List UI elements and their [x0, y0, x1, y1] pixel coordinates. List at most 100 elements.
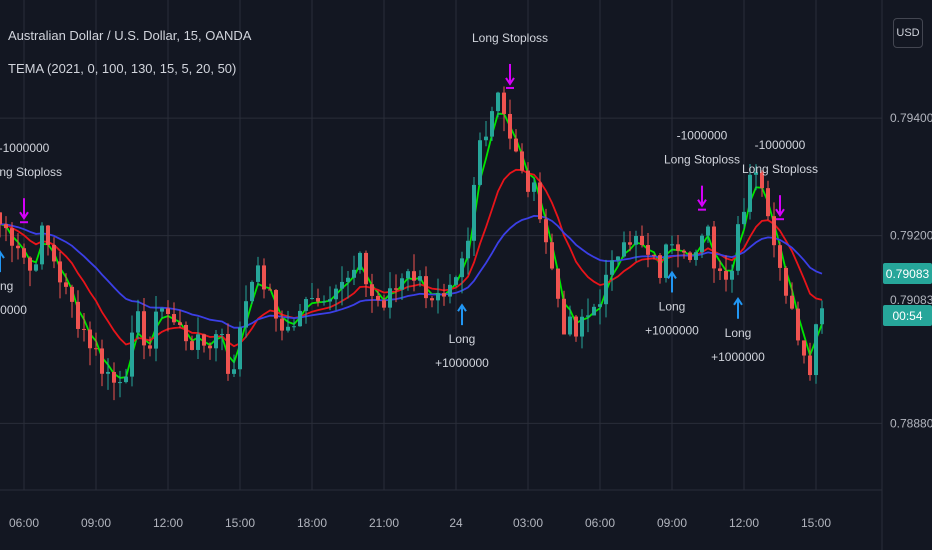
candle-body: [382, 300, 386, 308]
long-entry-label: Long: [659, 299, 686, 313]
candle-body: [442, 293, 446, 297]
candle-body: [346, 277, 350, 282]
candle-body: [802, 340, 806, 356]
time-tick-label: 03:00: [513, 516, 543, 530]
time-axis[interactable]: 06:00 09:00 12:00 15:00 18:00 21:00 24 03:00 06:…: [9, 516, 831, 530]
candle-body: [646, 245, 650, 255]
time-tick-label: 24: [449, 516, 463, 530]
price-tick-label: 0.79083: [890, 293, 932, 307]
candle-body: [154, 311, 158, 349]
candle-body: [628, 242, 632, 245]
candle-body: [364, 252, 368, 285]
candle-body: [358, 252, 362, 270]
candle-body: [64, 282, 68, 287]
stoploss-arrow-head: [505, 77, 515, 86]
candle-body: [730, 270, 734, 280]
candle-body: [682, 250, 686, 253]
candle-body: [454, 277, 458, 285]
currency-button[interactable]: USD: [893, 18, 923, 48]
candle-body: [514, 138, 518, 152]
candle-body: [670, 244, 674, 246]
time-tick-label: 06:00: [585, 516, 615, 530]
candle-body: [94, 348, 98, 350]
long-entry-label: +1000000: [645, 323, 699, 337]
stoploss-label: Long Stoploss: [742, 162, 818, 176]
candle-body: [424, 276, 428, 299]
indicator-legend[interactable]: TEMA (2021, 0, 100, 130, 15, 5, 20, 50): [8, 61, 237, 76]
long-entry-label: +1000000: [0, 303, 27, 317]
candle-body: [28, 257, 32, 271]
long-entry-label: +1000000: [435, 356, 489, 370]
candle-body: [736, 224, 740, 271]
long-entry-label: Long: [449, 332, 476, 346]
time-tick-label: 21:00: [369, 516, 399, 530]
candle-body: [538, 182, 542, 220]
candle-body: [622, 242, 626, 257]
candle-body: [706, 226, 710, 236]
candle-body: [328, 299, 332, 302]
stoploss-label: -1000000: [755, 138, 806, 152]
candle-body: [718, 268, 722, 271]
candle-body: [34, 264, 38, 271]
price-axis[interactable]: 0.79400 0.79200 0.79083 0.78880: [890, 111, 932, 430]
candle-body: [778, 245, 782, 268]
candle-body: [10, 228, 14, 246]
candle-body: [58, 261, 62, 283]
candle-body: [754, 172, 758, 175]
candle-body: [580, 316, 584, 337]
price-tick-label: 0.78880: [890, 416, 932, 430]
candle-body: [478, 140, 482, 185]
candle-body: [610, 260, 614, 275]
candle-body: [532, 182, 536, 192]
candle-body: [244, 301, 248, 328]
time-tick-label: 15:00: [801, 516, 831, 530]
candle-body: [586, 315, 590, 317]
stoploss-label: Long Stoploss: [0, 165, 62, 179]
candle-body: [250, 281, 254, 302]
time-tick-label: 12:00: [153, 516, 183, 530]
candle-body: [562, 298, 566, 335]
time-tick-label: 12:00: [729, 516, 759, 530]
candle-body: [370, 284, 374, 296]
candle-body: [70, 286, 74, 302]
long-entry-arrow-head: [457, 303, 467, 312]
candle-body: [178, 322, 182, 325]
candle-body: [772, 216, 776, 246]
candle-body: [376, 295, 380, 301]
candle-body: [220, 333, 224, 335]
candle-body: [208, 345, 212, 349]
candle-body: [574, 316, 578, 337]
slow-ma-line: [0, 214, 823, 329]
candle-body: [484, 136, 488, 141]
candle-body: [0, 212, 2, 225]
long-entry-label: Long: [725, 326, 752, 340]
candle-body: [556, 268, 560, 299]
candle-body: [214, 334, 218, 349]
stoploss-arrow-head: [775, 208, 785, 217]
candle-body: [502, 92, 506, 114]
candle-body: [82, 328, 86, 330]
candle-body: [280, 318, 284, 331]
stoploss-label: Long Stoploss: [664, 153, 740, 167]
candle-body: [184, 324, 188, 342]
candle-body: [760, 172, 764, 189]
candle-body: [748, 174, 752, 212]
candle-body: [172, 314, 176, 323]
long-entry-arrow-head: [0, 250, 5, 259]
time-tick-label: 06:00: [9, 516, 39, 530]
candlestick-series: [0, 86, 824, 401]
price-tick-label: 0.79400: [890, 111, 932, 125]
mid-ma-line: [0, 168, 823, 348]
candle-body: [520, 151, 524, 171]
bar-countdown-label: 00:54: [883, 305, 932, 326]
candle-body: [118, 382, 122, 384]
candle-body: [124, 376, 128, 383]
last-price-label: 0.79083: [883, 263, 932, 284]
time-tick-label: 18:00: [297, 516, 327, 530]
candle-body: [106, 371, 110, 374]
candle-body: [616, 256, 620, 261]
candle-body: [544, 219, 548, 243]
candle-body: [4, 224, 8, 229]
